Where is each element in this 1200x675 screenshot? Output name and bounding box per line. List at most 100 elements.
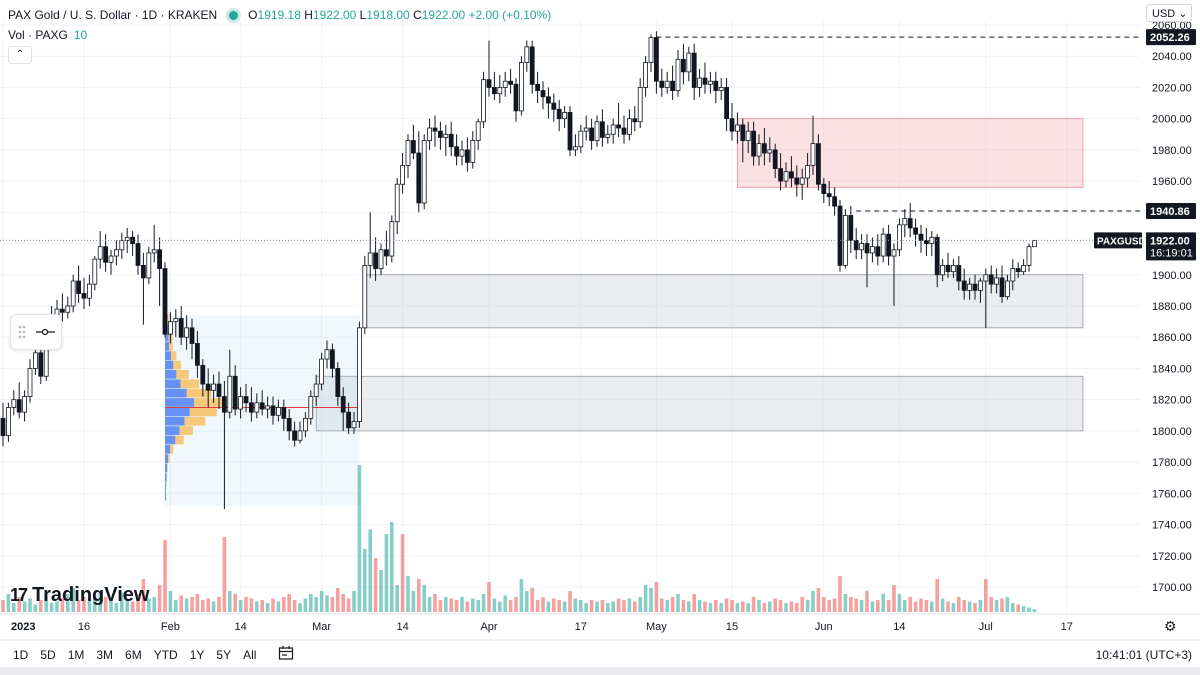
candle-body	[151, 249, 157, 254]
collapse-legend-button[interactable]: ⌃	[8, 46, 32, 64]
volume-bar	[886, 600, 891, 612]
timeframe-3m[interactable]: 3M	[96, 647, 114, 662]
tradingview-logo[interactable]: 17 TradingView	[10, 584, 149, 607]
candle-body	[848, 215, 854, 241]
candle-body	[346, 411, 352, 429]
candle-body	[751, 130, 756, 157]
volume-bar	[206, 598, 210, 612]
candle-body	[821, 183, 827, 195]
volume-bar	[28, 598, 32, 612]
time-tick-label: 14	[396, 621, 408, 633]
candle-body	[76, 280, 81, 294]
price-tick-label: 1820.00	[1152, 395, 1192, 407]
volume-bar	[643, 585, 648, 612]
currency-selector[interactable]: USD ⌄	[1146, 4, 1192, 22]
candle-body	[297, 430, 303, 441]
session-clock[interactable]: 10:41:01 (UTC+3)	[1095, 648, 1192, 662]
drawing-tool-handle[interactable]	[10, 314, 62, 350]
candle-body	[254, 402, 260, 413]
volume-legend[interactable]: Vol · PAXG 10	[8, 28, 87, 42]
candle-body	[556, 108, 562, 120]
volume-bar	[363, 549, 367, 612]
candle-body	[902, 218, 908, 226]
volume-bar	[843, 594, 848, 612]
candle-body	[92, 258, 98, 285]
candle-body	[162, 268, 168, 335]
volume-bar	[22, 601, 27, 612]
candle-body	[945, 265, 951, 273]
volume-bar	[838, 576, 842, 612]
volume-bar	[919, 598, 923, 612]
timeframe-all[interactable]: All	[243, 647, 257, 662]
candle-body	[464, 149, 470, 163]
candle-body	[362, 265, 368, 329]
candle-body	[265, 405, 271, 410]
timeframe-1d[interactable]: 1D	[13, 647, 29, 662]
volume-bar	[503, 595, 507, 612]
candle-body	[864, 243, 870, 254]
level-lines	[0, 36, 1140, 241]
candle-body	[610, 124, 616, 135]
volume-bar	[660, 598, 664, 612]
volume-bar	[897, 594, 902, 612]
volume-bar	[930, 601, 934, 612]
price-tick-label: 1860.00	[1152, 332, 1192, 344]
candle-body	[194, 343, 200, 366]
candle-body	[427, 127, 433, 141]
candle-body	[546, 96, 551, 104]
volume-profile-bin-up	[175, 435, 184, 445]
volume-bar	[444, 597, 448, 612]
candle-body	[724, 87, 729, 120]
candle-body	[421, 140, 427, 204]
candle-body	[248, 402, 254, 413]
symbol-title[interactable]: PAX Gold / U. S. Dollar · 1D · KRAKEN	[8, 8, 218, 22]
timeframe-ytd[interactable]: YTD	[153, 647, 178, 662]
volume-profile-bin-up	[180, 379, 200, 389]
volume-bar	[800, 597, 804, 612]
candle-body	[443, 133, 449, 138]
timeframe-1m[interactable]: 1M	[67, 647, 85, 662]
candle-body	[22, 396, 28, 413]
candle-body	[697, 77, 702, 88]
drag-handle-icon	[18, 325, 55, 339]
volume-bar	[271, 598, 275, 612]
calendar-icon[interactable]	[278, 645, 294, 664]
timeframe-5d[interactable]: 5D	[40, 647, 56, 662]
candle-body	[983, 274, 989, 282]
volume-bar	[222, 537, 227, 612]
volume-bar	[255, 601, 259, 612]
candle-body	[594, 121, 600, 141]
volume-bar	[303, 598, 308, 612]
time-tick-label: 14	[234, 621, 246, 633]
candle-body	[978, 280, 983, 291]
candle-body	[659, 80, 665, 88]
candle-body	[389, 221, 395, 257]
volume-bar	[973, 603, 977, 612]
volume-bar	[525, 591, 529, 612]
candle-body	[637, 87, 643, 123]
candle-body	[691, 52, 697, 88]
candle-body	[519, 62, 524, 112]
volume-bar	[903, 600, 907, 612]
volume-bar	[325, 595, 329, 612]
candle-body	[918, 233, 924, 241]
candle-body	[459, 149, 465, 157]
volume-bar	[616, 598, 621, 612]
volume-bar	[584, 603, 588, 612]
volume-profile-bin-down	[165, 491, 167, 501]
candle-body	[373, 252, 379, 269]
volume-bar	[622, 600, 626, 612]
candle-body	[783, 171, 789, 182]
volume-bar	[552, 598, 556, 612]
candle-body	[302, 417, 308, 432]
volume-bar	[87, 598, 92, 612]
timeframe-1y[interactable]: 1Y	[189, 647, 205, 662]
candle-body	[227, 375, 233, 413]
chart-settings-icon[interactable]: ⚙	[1164, 618, 1177, 634]
timeframe-5y[interactable]: 5Y	[216, 647, 232, 662]
volume-bar	[670, 597, 675, 612]
volume-bar	[390, 522, 394, 612]
timeframe-6m[interactable]: 6M	[125, 647, 142, 662]
volume-profile-bin-down	[165, 416, 185, 426]
